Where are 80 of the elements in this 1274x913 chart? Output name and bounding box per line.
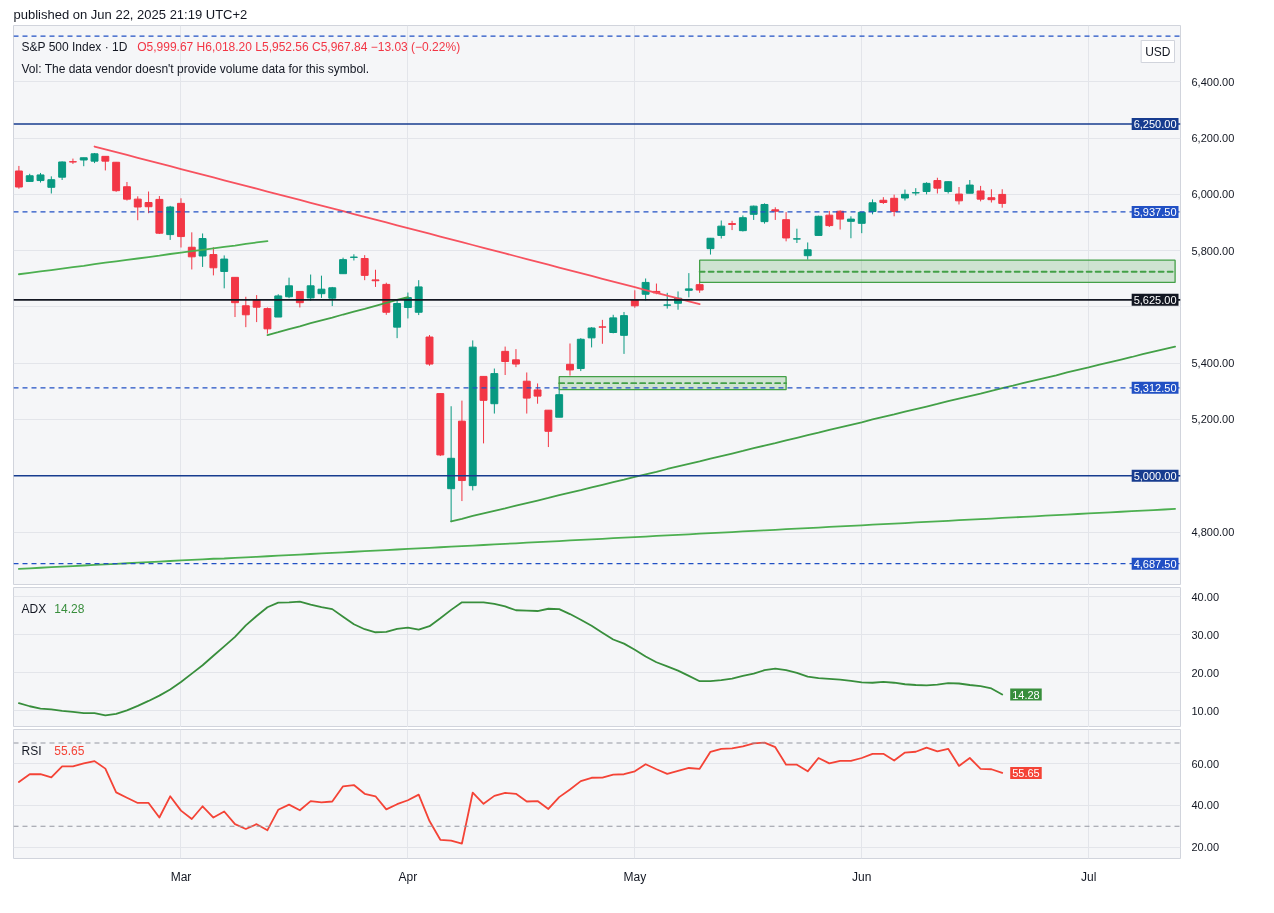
line-series bbox=[18, 741, 1004, 845]
ref-line-label: 5,312.50 bbox=[1133, 381, 1177, 394]
candlestick bbox=[728, 220, 737, 231]
candlestick bbox=[479, 375, 488, 444]
candlestick bbox=[220, 254, 229, 289]
candlestick bbox=[133, 195, 142, 221]
candlestick bbox=[198, 232, 207, 268]
candlestick bbox=[263, 306, 272, 335]
y-tick-label: 10.00 bbox=[1191, 704, 1220, 717]
candlestick bbox=[598, 319, 607, 345]
text: O5,999.67 H6,018.20 L5,952.56 C5,967.84 −13.03 (−0.22%) bbox=[137, 39, 461, 54]
text: published on Jun 22, 2025 21:19 UTC+2 bbox=[13, 6, 248, 22]
y-tick-label: 4,800.00 bbox=[1191, 526, 1235, 539]
candlestick bbox=[901, 189, 909, 202]
candlestick bbox=[846, 215, 855, 239]
candlestick bbox=[501, 346, 510, 376]
candlestick bbox=[544, 409, 553, 448]
text: S&P 500 Index · 1D bbox=[21, 39, 128, 54]
candlestick bbox=[317, 275, 326, 299]
candlestick bbox=[998, 188, 1007, 209]
y-tick-label: 6,200.00 bbox=[1191, 132, 1235, 145]
candlestick bbox=[890, 194, 899, 217]
x-tick-label: May bbox=[623, 869, 647, 884]
y-tick-label: 5,200.00 bbox=[1191, 413, 1235, 426]
candlestick bbox=[14, 165, 23, 190]
y-tick-label: 20.00 bbox=[1191, 666, 1220, 679]
line-series bbox=[18, 508, 1176, 570]
candlestick bbox=[587, 326, 596, 348]
annotation: Vol: The data vendor doesn't provide volume data for this symbol. bbox=[21, 61, 370, 76]
text: 14.28 bbox=[54, 602, 85, 616]
candlestick bbox=[393, 299, 402, 339]
candlestick bbox=[209, 246, 218, 276]
candlestick bbox=[522, 371, 531, 415]
y-tick-label: 40.00 bbox=[1191, 590, 1220, 603]
y-tick-label: 5,800.00 bbox=[1191, 244, 1235, 257]
y-tick-label: 40.00 bbox=[1191, 799, 1220, 812]
candlestick bbox=[792, 228, 801, 244]
x-tick-label: Mar bbox=[170, 869, 192, 884]
x-tick-label: Jul bbox=[1080, 869, 1097, 884]
candlestick bbox=[566, 342, 574, 377]
y-axis-title: USD bbox=[1145, 44, 1171, 59]
candlestick bbox=[512, 348, 520, 368]
candlestick bbox=[684, 272, 693, 298]
text: 55.65 bbox=[54, 744, 85, 758]
line-series bbox=[93, 145, 701, 305]
candlestick bbox=[68, 158, 77, 165]
y-tick-label: 60.00 bbox=[1191, 757, 1220, 770]
candlestick bbox=[360, 254, 369, 281]
x-tick-label: Apr bbox=[398, 869, 418, 884]
ref-line-label: 4,687.50 bbox=[1133, 557, 1177, 570]
ref-line-label: 5,937.50 bbox=[1133, 205, 1177, 218]
candlestick bbox=[241, 296, 250, 328]
y-tick-label: 5,400.00 bbox=[1191, 357, 1235, 370]
data-label: 55.65 bbox=[1012, 766, 1040, 779]
data-label: 14.28 bbox=[1012, 688, 1040, 701]
y-tick-label: 30.00 bbox=[1191, 628, 1220, 641]
line-series bbox=[18, 600, 1004, 717]
y-tick-label: 20.00 bbox=[1191, 841, 1220, 854]
ref-line-label: 6,250.00 bbox=[1133, 117, 1177, 130]
candlestick bbox=[123, 181, 131, 202]
candlestick bbox=[285, 277, 293, 299]
candlestick bbox=[533, 382, 542, 405]
candlestick bbox=[620, 311, 628, 355]
candlestick bbox=[955, 186, 963, 205]
candlestick bbox=[782, 211, 791, 242]
y-tick-label: 6,000.00 bbox=[1191, 188, 1235, 201]
text: ADX bbox=[21, 601, 47, 616]
candlestick bbox=[306, 274, 315, 302]
line-series bbox=[18, 240, 269, 276]
candlestick bbox=[58, 160, 67, 181]
candlestick bbox=[717, 220, 726, 240]
ref-line-label: 5,000.00 bbox=[1133, 469, 1177, 482]
ref-line-label: 5,625.00 bbox=[1133, 293, 1177, 306]
x-tick-label: Jun bbox=[852, 869, 872, 884]
y-tick-label: 6,400.00 bbox=[1191, 75, 1235, 88]
candlestick bbox=[555, 388, 564, 418]
text: RSI bbox=[21, 743, 42, 758]
candlestick bbox=[349, 253, 358, 261]
line-series bbox=[450, 345, 1176, 523]
candlestick bbox=[836, 209, 845, 231]
